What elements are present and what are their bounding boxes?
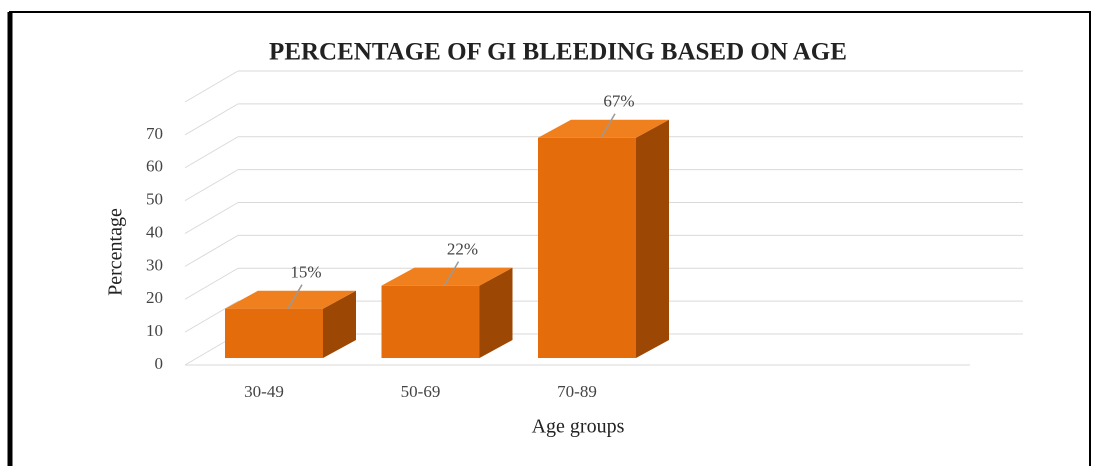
bar <box>225 308 323 358</box>
bar <box>538 137 636 358</box>
grid-line <box>184 300 239 333</box>
y-tick-label: 10 <box>146 321 163 340</box>
grid-line <box>184 103 239 136</box>
y-tick-label: 60 <box>146 157 163 176</box>
bar-top <box>225 290 356 309</box>
chart-title: PERCENTAGE OF GI BLEEDING BASED ON AGE <box>269 39 847 66</box>
y-tick-label: 20 <box>146 288 163 307</box>
data-label: 67% <box>603 92 634 111</box>
bar-side <box>323 290 356 358</box>
label-leader <box>443 261 460 287</box>
label-leader <box>600 113 616 139</box>
bar <box>381 285 480 358</box>
back-wall-top <box>184 70 239 103</box>
y-tick-label: 70 <box>146 124 163 143</box>
data-label: 15% <box>290 263 321 282</box>
x-tick-label: 50-69 <box>401 382 441 401</box>
grid-line <box>184 234 239 267</box>
grid-line <box>184 136 239 169</box>
bar-top <box>538 119 669 138</box>
bar-side <box>636 119 669 358</box>
x-axis-title: Age groups <box>532 416 625 438</box>
y-tick-label: 40 <box>146 222 163 241</box>
bar-top <box>381 267 513 286</box>
x-tick-label: 30-49 <box>244 382 284 401</box>
grid-line <box>184 169 239 202</box>
y-tick-label: 0 <box>155 354 164 373</box>
x-tick-label: 70-89 <box>557 382 597 401</box>
y-axis-title: Percentage <box>105 208 127 296</box>
y-tick-label: 50 <box>146 190 163 209</box>
y-tick-label: 30 <box>146 255 163 274</box>
data-label: 22% <box>447 240 478 259</box>
bar-side <box>479 267 513 358</box>
grid-line <box>184 267 239 300</box>
label-leader <box>287 284 303 310</box>
grid-line <box>184 202 239 234</box>
